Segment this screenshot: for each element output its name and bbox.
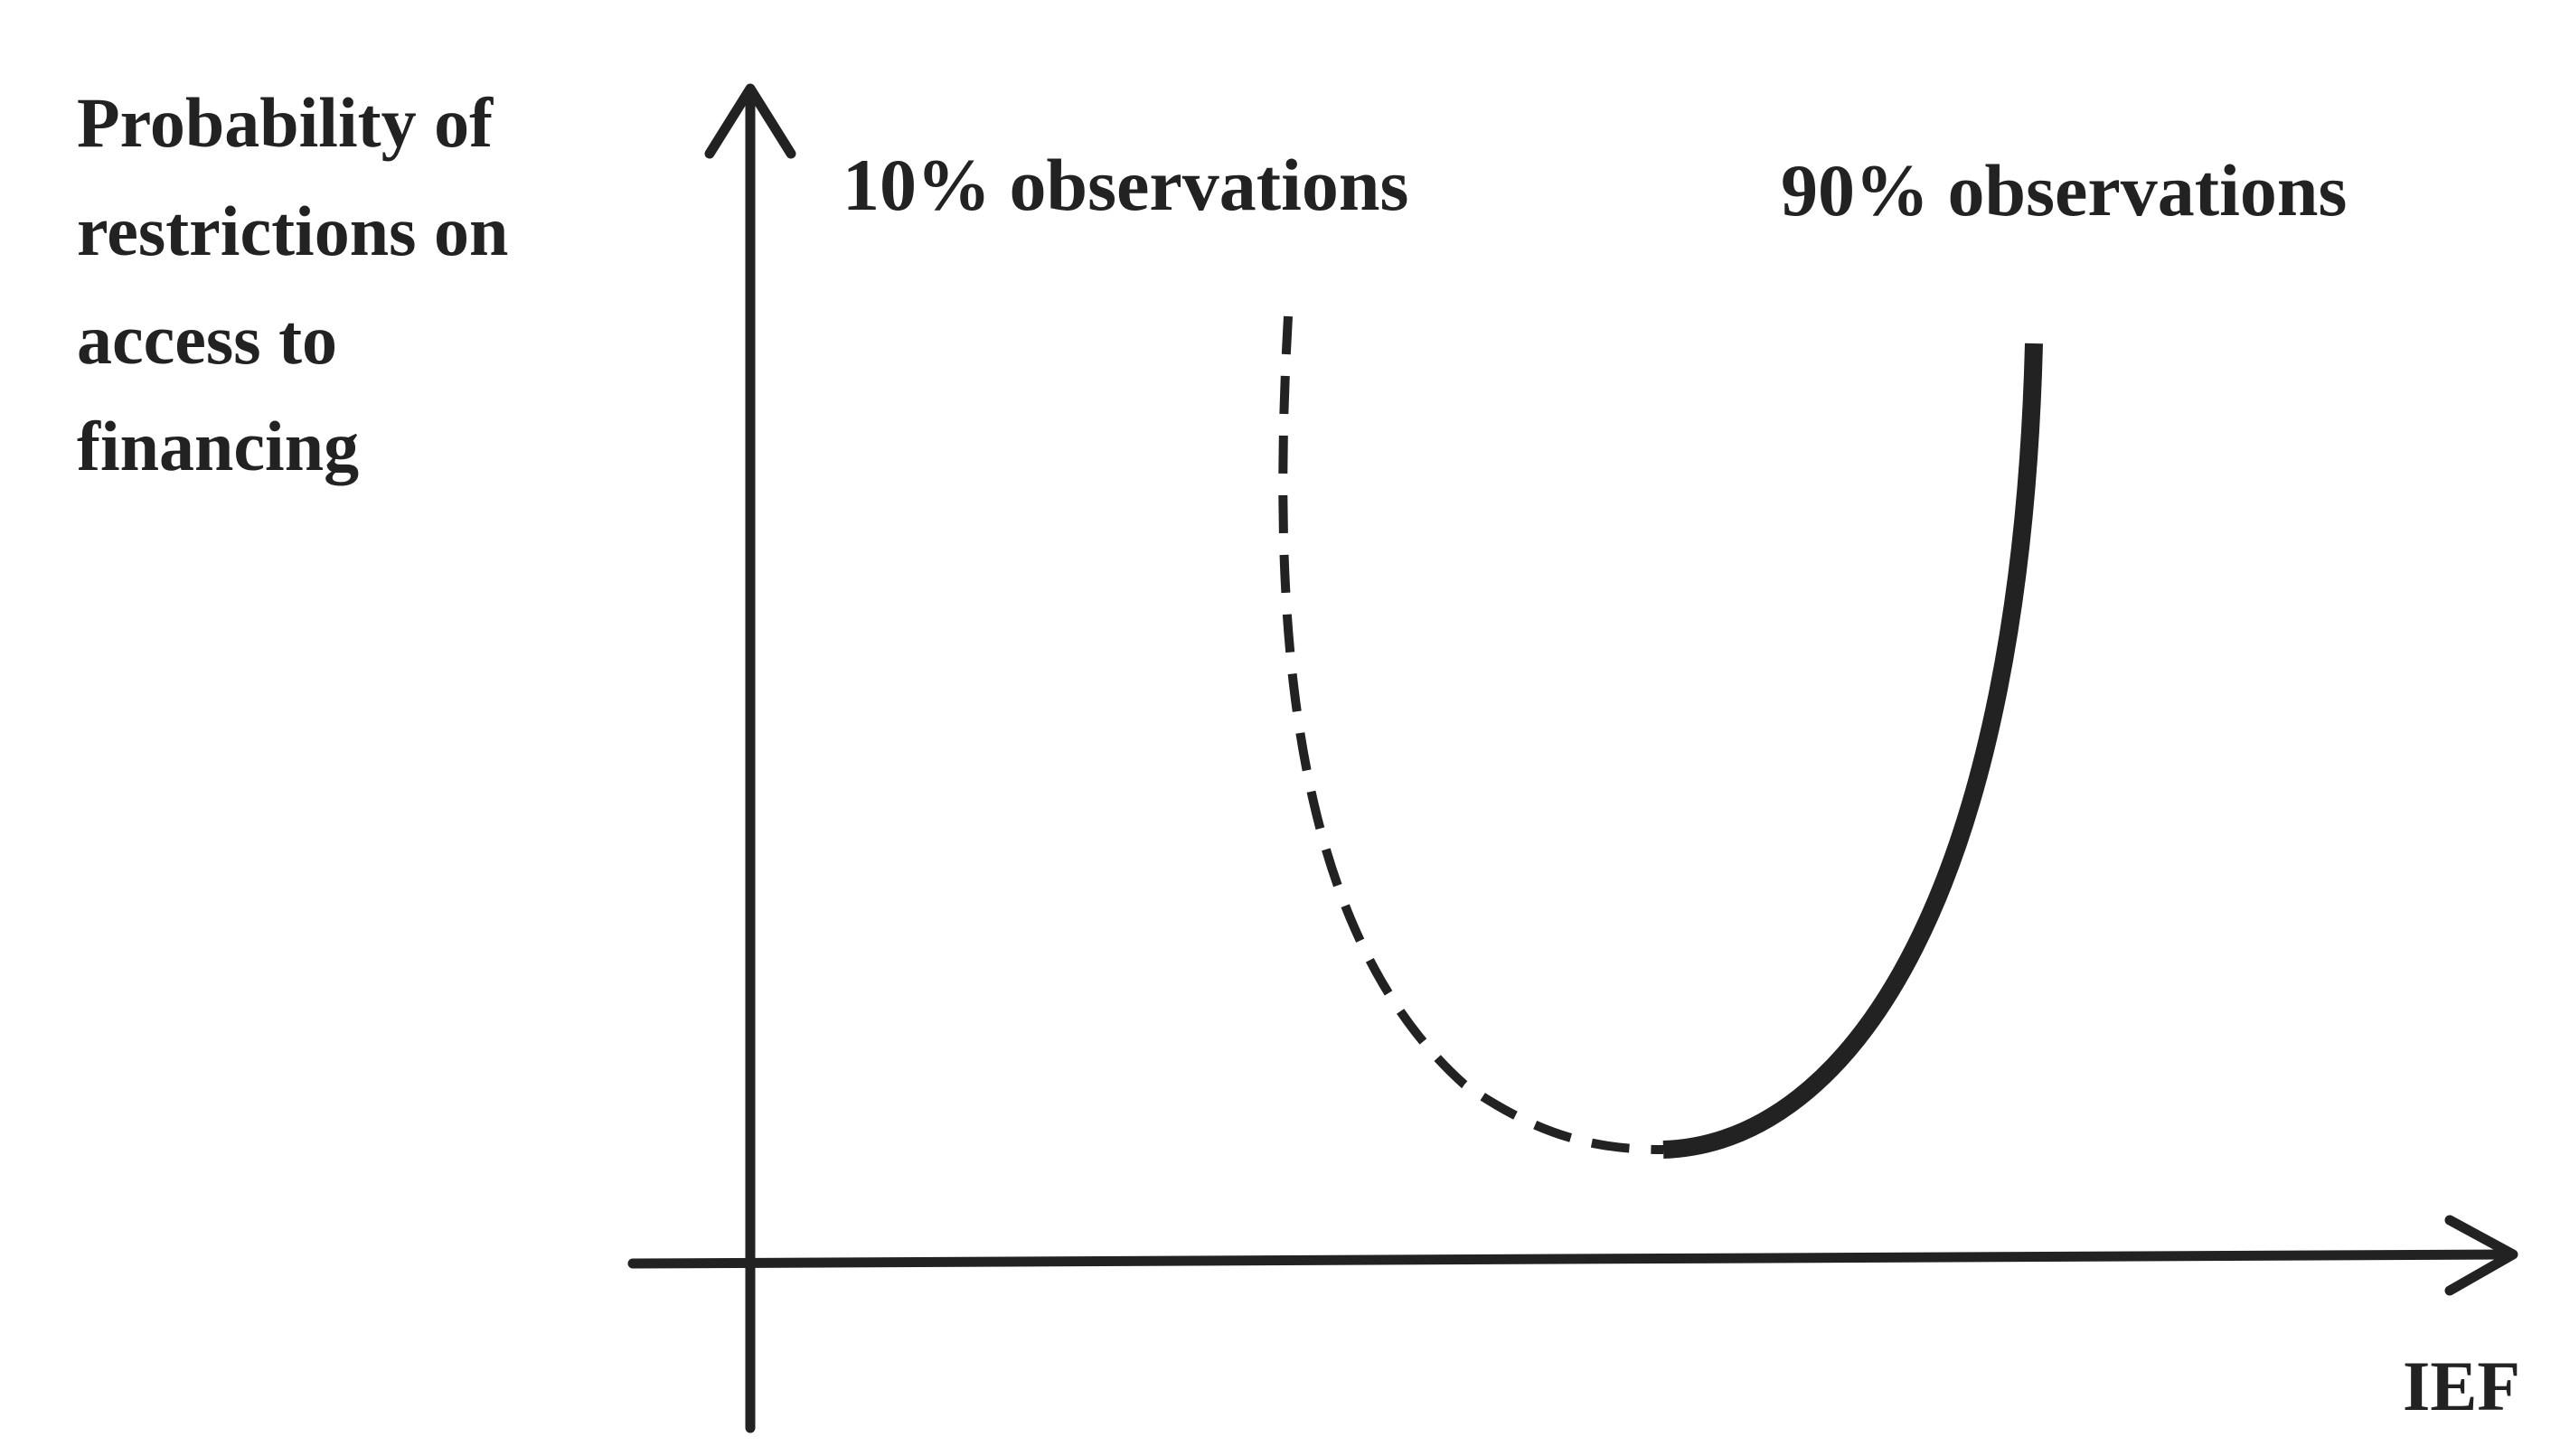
y-axis-label-line: financing	[77, 407, 359, 485]
y-axis-label-line: restrictions on	[77, 192, 508, 270]
y-axis-label-line: access to	[77, 300, 337, 379]
x-axis-label: IEF	[2403, 1347, 2520, 1425]
solid-curve-segment	[1662, 343, 2043, 1159]
x-axis	[627, 1249, 2514, 1269]
y-axis-label-line: Probability of	[77, 83, 494, 162]
x-axis-arrowhead	[2444, 1215, 2518, 1296]
dashed-curve-segment	[1278, 315, 1664, 1154]
y-axis-label: Probability of restrictions on access to…	[77, 83, 526, 485]
y-axis-arrowhead	[704, 83, 796, 159]
right-annotation: 90% observations	[1781, 149, 2347, 231]
left-annotation: 10% observations	[842, 144, 1408, 226]
